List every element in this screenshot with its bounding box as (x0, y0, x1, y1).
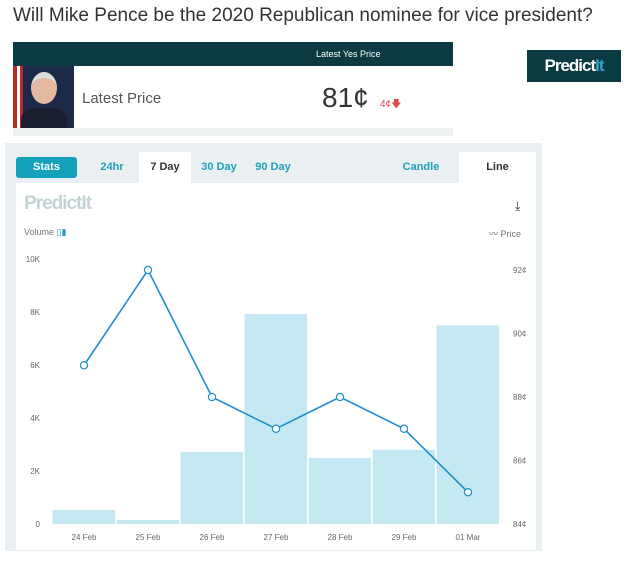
candidate-photo (13, 66, 74, 128)
header-bar: Latest Yes Price (13, 42, 453, 66)
right-axis-tick: 88¢ (513, 393, 526, 402)
x-axis-tick: 29 Feb (392, 533, 417, 542)
left-axis-tick: 6K (30, 361, 40, 370)
tab-candle[interactable]: Candle (402, 161, 440, 173)
x-axis-tick: 25 Feb (136, 533, 161, 542)
left-axis-tick: 0 (36, 520, 41, 529)
left-axis-tick: 4K (30, 414, 40, 423)
price-point (399, 424, 409, 433)
price-point (207, 392, 217, 402)
left-axis-tick: 10K (26, 255, 41, 264)
tab-7-day[interactable]: 7 Day (139, 152, 191, 183)
x-axis-tick: 28 Feb (328, 533, 353, 542)
bar-chart-icon: ▯▮ (56, 227, 67, 237)
right-axis-tick: 84¢ (513, 520, 526, 529)
price-header: Latest Yes Price Latest Price 81¢ 4¢🡇 (13, 42, 453, 136)
chart-tabs: Stats 24hr 7 Day 30 Day 90 Day Candle Li… (16, 152, 536, 183)
price-change: 4¢🡇 (380, 97, 401, 114)
x-axis-tick: 27 Feb (264, 533, 289, 542)
price-point (271, 424, 281, 433)
x-axis-tick: 24 Feb (72, 533, 97, 542)
tab-24hr[interactable]: 24hr (100, 161, 124, 173)
download-icon[interactable]: ⤓ (515, 199, 521, 213)
volume-bar (116, 520, 179, 524)
arrow-down-icon: 🡇 (391, 99, 402, 110)
price-change-value: 4¢ (380, 99, 392, 110)
x-axis-tick: 01 Mar (456, 533, 481, 542)
right-axis-tick: 90¢ (513, 330, 526, 339)
latest-yes-price-label: Latest Yes Price (316, 49, 381, 59)
price-point (79, 361, 89, 370)
left-axis-tick: 2K (30, 467, 40, 476)
volume-bar (52, 509, 115, 524)
predictit-watermark: PredictIt (24, 193, 92, 214)
right-axis-tick: 86¢ (513, 457, 526, 466)
page-title: Will Mike Pence be the 2020 Republican n… (13, 5, 593, 26)
right-axis-tick: 92¢ (513, 266, 526, 275)
volume-legend[interactable]: Volume ▯▮ (24, 227, 67, 237)
volume-bar (308, 458, 371, 524)
tab-line[interactable]: Line (459, 152, 536, 183)
latest-price-value: 81¢ (322, 82, 369, 113)
price-point (335, 392, 345, 402)
price-legend[interactable]: 〰 Price (489, 229, 522, 239)
line-chart-icon: 〰 (489, 229, 499, 239)
volume-bar (372, 449, 435, 524)
latest-price-label: Latest Price (82, 90, 162, 107)
left-axis-tick: 8K (30, 308, 40, 317)
x-axis-tick: 26 Feb (200, 533, 225, 542)
tab-30-day[interactable]: 30 Day (201, 161, 237, 173)
predictit-logo[interactable]: PredictIt (527, 50, 621, 82)
tab-90-day[interactable]: 90 Day (255, 161, 291, 173)
price-point (143, 265, 153, 275)
volume-bar (180, 451, 243, 524)
volume-bar (244, 314, 307, 524)
stats-button[interactable]: Stats (16, 157, 77, 178)
price-point (463, 488, 473, 497)
